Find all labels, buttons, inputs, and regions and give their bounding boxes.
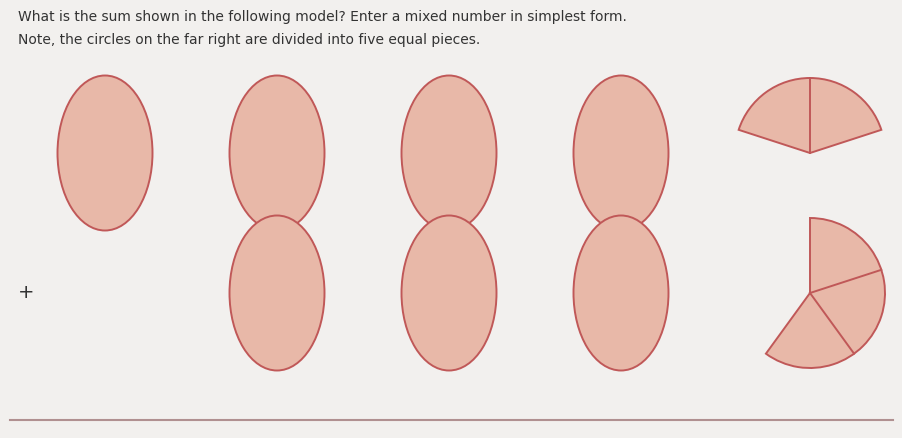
Wedge shape (738, 78, 880, 153)
Ellipse shape (401, 75, 496, 230)
Wedge shape (765, 218, 884, 368)
Text: Note, the circles on the far right are divided into five equal pieces.: Note, the circles on the far right are d… (18, 33, 480, 47)
Text: +: + (18, 283, 34, 303)
Ellipse shape (573, 75, 667, 230)
Text: What is the sum shown in the following model? Enter a mixed number in simplest f: What is the sum shown in the following m… (18, 10, 626, 24)
Ellipse shape (573, 215, 667, 371)
Ellipse shape (401, 215, 496, 371)
Ellipse shape (229, 75, 324, 230)
Ellipse shape (58, 75, 152, 230)
Ellipse shape (229, 215, 324, 371)
